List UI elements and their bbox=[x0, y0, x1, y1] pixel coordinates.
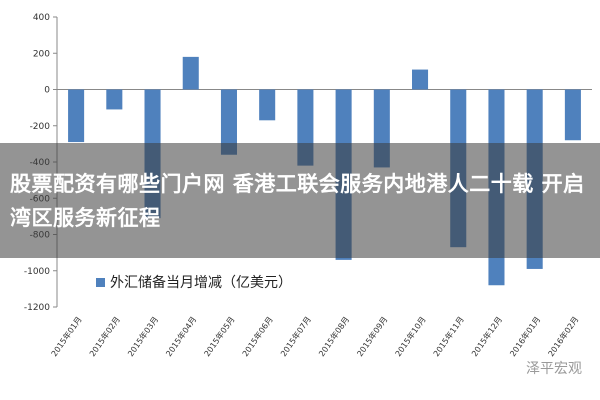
y-tick-label: 0 bbox=[44, 86, 50, 96]
x-tick-label: 2015年10月 bbox=[393, 314, 428, 358]
x-tick-label: 2015年03月 bbox=[125, 314, 160, 358]
x-tick-label: 2015年05月 bbox=[202, 314, 237, 358]
x-tick-label: 2015年12月 bbox=[469, 314, 504, 358]
bar bbox=[106, 89, 123, 110]
x-tick-label: 2015年07月 bbox=[278, 314, 313, 358]
x-tick-label: 2016年01月 bbox=[507, 314, 542, 358]
bar bbox=[259, 89, 276, 121]
y-tick-label: -1000 bbox=[24, 267, 50, 277]
bar bbox=[68, 89, 85, 143]
x-tick-label: 2015年06月 bbox=[240, 314, 275, 358]
headline-text: 股票配资有哪些门户网 香港工联会服务内地港人二十载 开启湾区服务新征程 bbox=[10, 171, 585, 230]
bar bbox=[412, 69, 429, 90]
y-tick-label: 200 bbox=[33, 49, 50, 59]
bar bbox=[182, 56, 199, 90]
headline-banner: 股票配资有哪些门户网 香港工联会服务内地港人二十载 开启湾区服务新征程 bbox=[0, 143, 600, 258]
y-tick-label: -1200 bbox=[24, 303, 50, 313]
x-tick-label: 2015年02月 bbox=[87, 314, 122, 358]
x-tick-label: 2015年11月 bbox=[431, 314, 466, 358]
x-tick-label: 2016年02月 bbox=[546, 314, 581, 358]
legend-label: 外汇储备当月增减（亿美元） bbox=[110, 274, 292, 291]
x-tick-label: 2015年09月 bbox=[355, 314, 390, 358]
bar bbox=[564, 89, 581, 141]
x-tick-label: 2015年01月 bbox=[49, 314, 84, 358]
bar bbox=[220, 89, 237, 155]
y-tick-label: 400 bbox=[33, 13, 50, 23]
x-tick-label: 2015年04月 bbox=[163, 314, 198, 358]
watermark-text: 泽平宏观 bbox=[526, 361, 582, 377]
legend-swatch bbox=[96, 278, 105, 287]
x-tick-label: 2015年08月 bbox=[316, 314, 351, 358]
y-tick-label: -200 bbox=[30, 122, 51, 132]
